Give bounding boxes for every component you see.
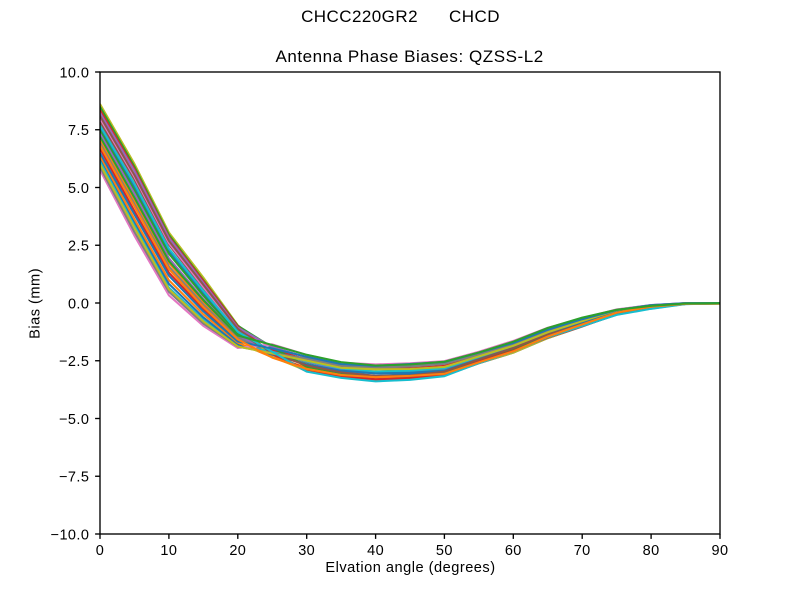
- svg-text:60: 60: [505, 543, 522, 559]
- svg-text:−7.5: −7.5: [59, 470, 89, 486]
- svg-text:90: 90: [712, 543, 729, 559]
- svg-text:10.0: 10.0: [59, 65, 89, 81]
- svg-text:80: 80: [643, 543, 660, 559]
- svg-text:10: 10: [160, 543, 177, 559]
- svg-text:−2.5: −2.5: [59, 354, 89, 370]
- svg-text:5.0: 5.0: [68, 181, 89, 197]
- svg-text:Bias (mm): Bias (mm): [28, 268, 44, 339]
- svg-text:70: 70: [574, 543, 591, 559]
- svg-text:40: 40: [367, 543, 384, 559]
- svg-text:0.0: 0.0: [68, 296, 89, 312]
- svg-text:20: 20: [229, 543, 246, 559]
- svg-text:30: 30: [298, 543, 315, 559]
- svg-text:CHCC220GR2 CHCD: CHCC220GR2 CHCD: [301, 7, 500, 26]
- svg-text:Elvation angle (degrees): Elvation angle (degrees): [325, 560, 495, 576]
- svg-text:50: 50: [436, 543, 453, 559]
- svg-text:−10.0: −10.0: [51, 527, 90, 543]
- svg-text:Antenna Phase Biases: QZSS-L2: Antenna Phase Biases: QZSS-L2: [275, 47, 543, 66]
- svg-text:−5.0: −5.0: [59, 412, 89, 428]
- svg-text:0: 0: [96, 543, 104, 559]
- svg-text:2.5: 2.5: [68, 239, 89, 255]
- svg-text:7.5: 7.5: [68, 123, 89, 139]
